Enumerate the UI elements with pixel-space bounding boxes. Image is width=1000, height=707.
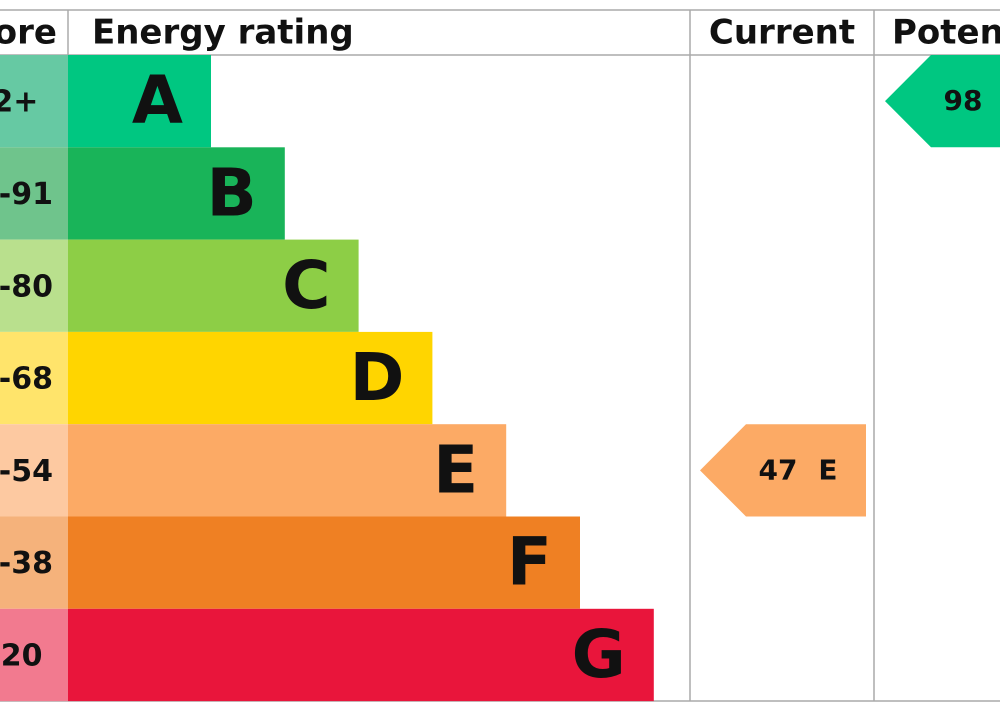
rating-letter: F xyxy=(507,524,552,601)
rating-letter: A xyxy=(132,62,183,139)
score-cell xyxy=(0,239,68,332)
score-cell xyxy=(0,55,68,148)
rating-bar xyxy=(68,608,654,702)
current-letter: E xyxy=(818,453,837,486)
rating-letter: C xyxy=(282,247,330,324)
header-potential: Potential xyxy=(892,13,1000,53)
score-range: 21-38 xyxy=(0,546,53,581)
score-range: 55-68 xyxy=(0,362,53,397)
score-range: 1-20 xyxy=(0,638,43,673)
score-cell xyxy=(0,608,68,702)
score-cell xyxy=(0,516,68,609)
rating-letter: D xyxy=(350,339,405,416)
rating-bar xyxy=(68,55,211,148)
header-rating: Energy rating xyxy=(92,13,354,53)
potential-arrow xyxy=(885,55,1000,148)
rating-letter: E xyxy=(433,431,478,508)
current-value: 47 xyxy=(759,453,798,486)
rating-bar xyxy=(68,147,285,240)
score-range: 69-80 xyxy=(0,269,53,304)
score-cell xyxy=(0,331,68,425)
rating-letter: B xyxy=(206,155,256,232)
header-score: Score xyxy=(0,13,57,53)
header-current: Current xyxy=(709,13,855,53)
score-range: 39-54 xyxy=(0,454,53,489)
score-range: 81-91 xyxy=(0,177,53,212)
current-arrow xyxy=(700,424,866,517)
potential-value: 98 xyxy=(944,84,983,117)
score-cell xyxy=(0,147,68,240)
score-cell xyxy=(0,424,68,517)
rating-bar xyxy=(68,239,359,332)
rating-bar xyxy=(68,424,507,517)
rating-bar xyxy=(68,331,433,425)
score-range: 92+ xyxy=(0,85,38,120)
rating-bar xyxy=(68,516,580,609)
rating-letter: G xyxy=(572,616,626,693)
